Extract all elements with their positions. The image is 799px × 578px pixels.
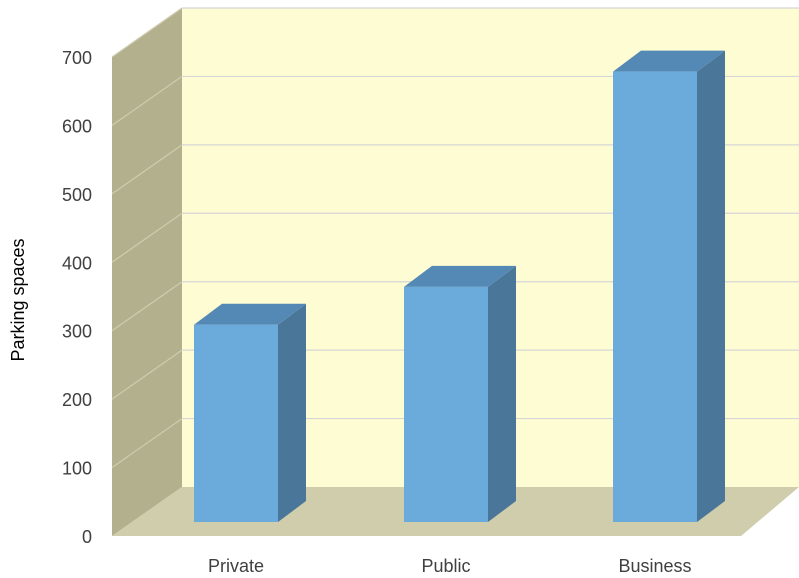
x-tick-label: Business [618, 556, 691, 576]
side-gridline [111, 7, 183, 58]
bar-front [613, 71, 697, 522]
bar-top [613, 50, 725, 72]
bar-side [278, 303, 306, 522]
bar-front [404, 286, 488, 522]
bar-side [488, 265, 516, 522]
bar-top [404, 265, 516, 287]
y-axis-label: Parking spaces [8, 238, 28, 361]
bar-top [194, 303, 306, 325]
side-gridline [111, 349, 183, 400]
y-tick-label: 600 [62, 116, 92, 136]
side-gridline [111, 212, 183, 263]
chart-side-wall [112, 8, 182, 536]
y-tick-label: 700 [62, 48, 92, 68]
x-tick-label: Public [421, 556, 470, 576]
y-tick-label: 200 [62, 390, 92, 410]
y-tick-label: 400 [62, 253, 92, 273]
x-axis-labels: Private Public Business [208, 556, 692, 576]
bar-private [194, 303, 306, 522]
y-tick-label: 500 [62, 185, 92, 205]
side-gridline [111, 418, 183, 469]
x-tick-label: Private [208, 556, 264, 576]
side-gridline [111, 281, 183, 332]
y-tick-label: 0 [82, 527, 92, 547]
side-gridline [111, 144, 183, 195]
y-axis-ticks: 0 100 200 300 400 500 600 700 [62, 48, 92, 547]
bar-business [613, 50, 725, 522]
y-tick-label: 100 [62, 459, 92, 479]
bar-side [697, 50, 725, 522]
bars [194, 50, 725, 522]
side-gridline [111, 75, 183, 126]
y-tick-label: 300 [62, 322, 92, 342]
bar-public [404, 265, 516, 522]
bar-front [194, 324, 278, 522]
